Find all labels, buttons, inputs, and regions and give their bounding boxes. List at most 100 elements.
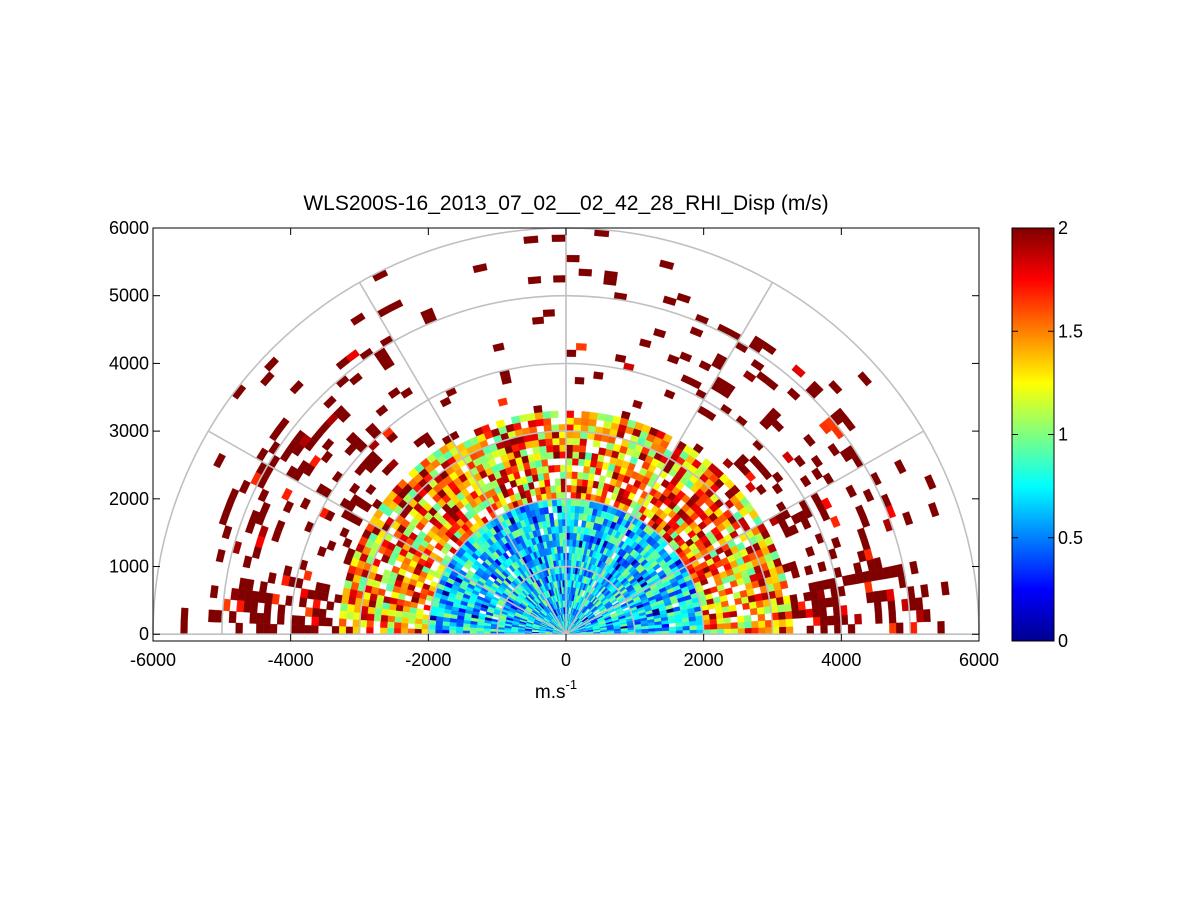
- data-cell: [928, 502, 940, 518]
- data-cell: [604, 414, 614, 423]
- data-cell: [544, 438, 553, 446]
- data-cell: [345, 626, 353, 635]
- data-cell: [209, 585, 219, 599]
- data-cell: [744, 621, 752, 629]
- colorbar-ticks: 0 0.5 1 1.5 2: [1012, 218, 1083, 651]
- data-cell: [271, 529, 282, 543]
- data-cell: [812, 607, 821, 618]
- data-cell: [782, 595, 792, 605]
- data-cell: [331, 626, 340, 635]
- data-cell: [816, 589, 826, 600]
- data-cell: [366, 613, 375, 622]
- data-cell: [578, 506, 585, 514]
- data-cell: [571, 478, 578, 486]
- data-cell: [345, 431, 359, 445]
- data-cell: [276, 614, 285, 625]
- data-cell: [736, 615, 745, 623]
- data-cell: [281, 574, 291, 587]
- data-cell: [346, 611, 354, 620]
- data-cell: [409, 607, 418, 614]
- data-cell: [387, 387, 401, 399]
- data-cell: [538, 479, 546, 488]
- data-cell: [442, 625, 450, 631]
- data-cell: [523, 235, 539, 244]
- data-cell: [779, 626, 787, 635]
- data-cell: [541, 465, 549, 474]
- data-cell: [728, 604, 737, 612]
- data-cell: [574, 376, 585, 385]
- data-cell: [318, 617, 326, 627]
- data-cell: [381, 602, 390, 610]
- data-cell: [476, 627, 484, 632]
- data-cell: [483, 628, 491, 632]
- data-cell: [758, 620, 766, 628]
- data-cell: [340, 595, 350, 605]
- data-cell: [834, 624, 842, 635]
- data-cell: [811, 599, 820, 609]
- data-cell: [831, 536, 842, 549]
- data-cell: [387, 609, 396, 617]
- data-cell: [483, 625, 491, 630]
- x-tick-label: 2000: [684, 650, 724, 670]
- data-cell: [259, 371, 275, 387]
- data-cell: [235, 622, 243, 635]
- data-cell: [758, 627, 766, 635]
- data-cell: [751, 627, 759, 635]
- data-cell: [813, 616, 821, 626]
- data-cell: [820, 625, 828, 635]
- data-cell: [571, 458, 579, 466]
- data-cell: [689, 625, 697, 631]
- data-cell: [584, 452, 593, 461]
- data-cell: [565, 430, 574, 439]
- data-cell: [558, 437, 567, 445]
- data-cell: [559, 444, 567, 452]
- data-cell: [588, 411, 598, 420]
- data-cell: [862, 488, 875, 503]
- data-cell: [581, 411, 590, 419]
- data-cell: [588, 466, 597, 475]
- data-cell: [350, 312, 366, 326]
- data-cell: [805, 546, 815, 557]
- data-cell: [775, 596, 785, 606]
- data-cell: [586, 479, 594, 488]
- data-cell: [909, 560, 919, 575]
- data-cell: [558, 424, 567, 432]
- data-cell: [408, 612, 417, 619]
- data-cell: [342, 587, 351, 597]
- data-cell: [573, 526, 578, 534]
- colorbar-tick-label: 1.5: [1058, 321, 1083, 341]
- data-cell: [854, 613, 862, 625]
- data-cell: [304, 625, 312, 635]
- data-cell: [542, 411, 551, 419]
- data-cell: [803, 433, 816, 447]
- data-cell: [797, 601, 806, 611]
- data-cell: [632, 399, 643, 410]
- y-tick-label: 0: [139, 624, 149, 644]
- data-cell: [379, 627, 388, 635]
- data-cell: [311, 607, 320, 618]
- data-cell: [824, 597, 834, 608]
- data-cell: [339, 610, 348, 620]
- data-cell: [874, 612, 883, 624]
- data-cell: [896, 622, 904, 635]
- data-cell: [781, 451, 795, 464]
- data-cell: [364, 422, 378, 435]
- data-cell: [407, 467, 419, 479]
- data-cell: [580, 417, 590, 426]
- data-cell: [590, 453, 599, 462]
- data-cell: [290, 624, 298, 635]
- data-cell: [568, 559, 572, 567]
- data-cell: [653, 328, 667, 339]
- data-cell: [318, 608, 327, 618]
- data-cell: [365, 483, 377, 496]
- data-cell: [569, 525, 574, 534]
- data-cell: [819, 607, 828, 617]
- data-cell: [402, 605, 411, 613]
- data-cell: [663, 389, 676, 400]
- data-cell: [339, 527, 350, 538]
- data-cell: [737, 453, 750, 466]
- data-cell: [230, 587, 239, 601]
- data-cell: [407, 628, 415, 635]
- data-cell: [497, 629, 505, 633]
- data-cell: [490, 628, 498, 633]
